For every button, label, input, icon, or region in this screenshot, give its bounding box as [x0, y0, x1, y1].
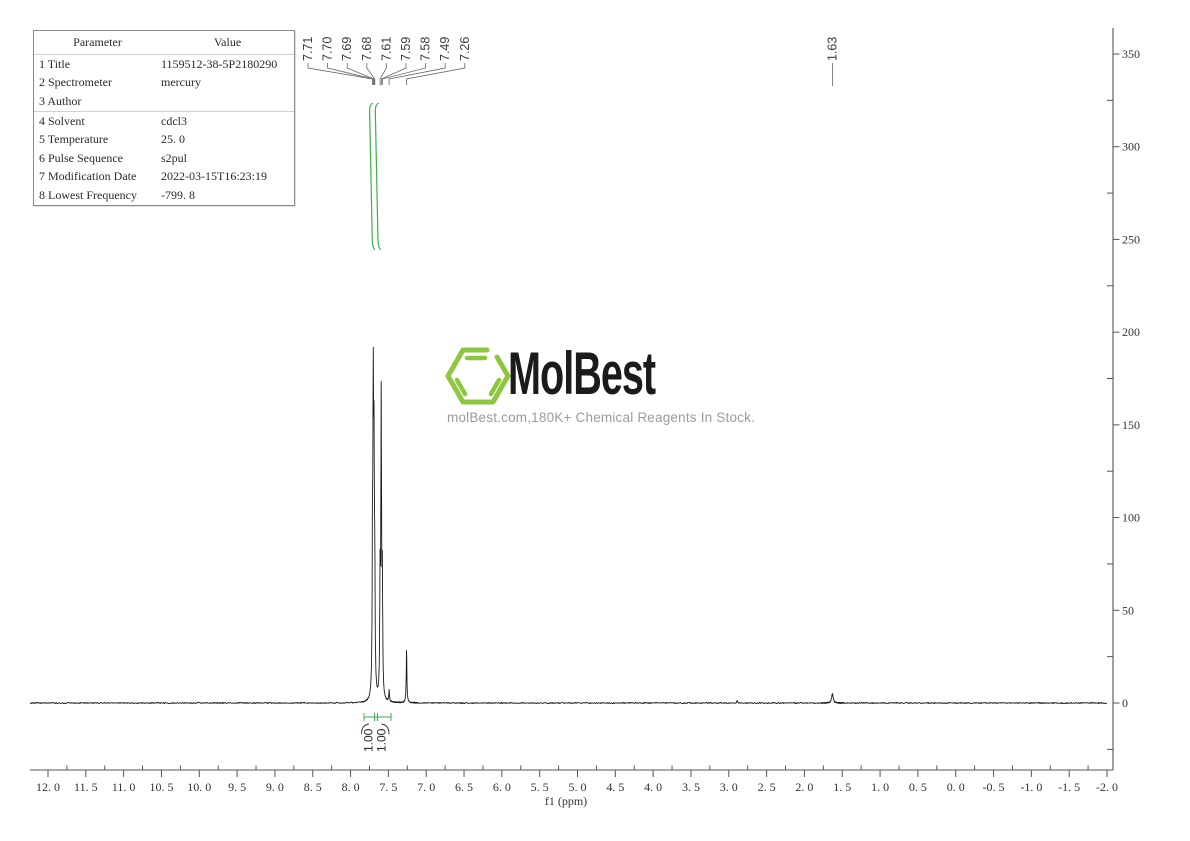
x-tick-label: 3. 0	[720, 780, 738, 794]
parameter-name: 2 Spectrometer	[39, 75, 112, 90]
x-tick-label: 7. 5	[379, 780, 397, 794]
parameter-row: 1 Title 1159512-38-5P2180290	[34, 55, 294, 74]
parameter-name: 3 Author	[39, 93, 82, 108]
peak-label: 1.63	[825, 37, 839, 61]
x-tick-label: 9. 5	[228, 780, 246, 794]
peak-label-connector	[366, 63, 376, 85]
parameter-name: 1 Title	[39, 56, 71, 71]
parameter-row: 5 Temperature 25. 0	[34, 130, 294, 149]
x-tick-label: 6. 0	[493, 780, 511, 794]
value-column-header: Value	[213, 35, 242, 49]
x-tick-label: 4. 5	[606, 780, 624, 794]
integral-value-label: 1.00	[375, 728, 389, 752]
x-tick-label: 8. 5	[304, 780, 322, 794]
x-tick-label: 3. 5	[682, 780, 700, 794]
x-tick-label: 1. 5	[833, 780, 851, 794]
parameter-value: 25. 0	[161, 132, 185, 147]
parameter-row: 3 Author	[34, 92, 294, 111]
x-tick-label: 5. 5	[531, 780, 549, 794]
peak-label: 7.49	[438, 37, 452, 61]
brand-tagline: molBest.com,180K+ Chemical Reagents In S…	[447, 410, 756, 425]
parameter-row: 7 Modification Date 2022-03-15T16:23:19	[34, 168, 294, 187]
parameter-name: 8 Lowest Frequency	[39, 187, 137, 202]
y-tick-label: 200	[1122, 325, 1140, 339]
parameter-name: 5 Temperature	[39, 132, 109, 147]
parameter-value: mercury	[161, 75, 201, 90]
x-tick-label: 4. 0	[644, 780, 662, 794]
parameter-name: 6 Pulse Sequence	[39, 150, 123, 165]
molbest-hexagon-logo-icon	[445, 347, 511, 405]
y-tick-label: 100	[1122, 511, 1140, 525]
parameter-row: 8 Lowest Frequency -799. 8	[34, 186, 294, 205]
parameter-value: 1159512-38-5P2180290	[161, 56, 278, 71]
peak-label-connector	[388, 63, 446, 85]
x-tick-label: 9. 0	[266, 780, 284, 794]
peak-label: 7.58	[419, 37, 433, 61]
peak-label: 7.71	[301, 37, 315, 61]
y-tick-label: 250	[1122, 232, 1140, 246]
integral-value-label: 1.00	[362, 728, 376, 752]
integral-bracket	[381, 723, 390, 735]
x-tick-label: -1. 0	[1020, 780, 1042, 794]
parameter-value: cdcl3	[161, 113, 187, 128]
x-axis-title: f1 (ppm)	[545, 794, 587, 808]
x-tick-label: 11. 0	[112, 780, 136, 794]
y-tick-label: 350	[1122, 47, 1140, 61]
peak-label-connector	[346, 63, 375, 85]
x-tick-label: 10. 5	[149, 780, 173, 794]
spectrum-trace	[29, 346, 1108, 704]
parameter-value: -799. 8	[161, 187, 195, 202]
peak-label-connector	[307, 63, 373, 85]
parameter-table-rows: 1 Title 1159512-38-5P2180290 2 Spectromete…	[34, 55, 294, 205]
x-tick-label: -0. 5	[983, 780, 1005, 794]
x-tick-label: 1. 0	[871, 780, 889, 794]
x-tick-label: 0. 0	[947, 780, 965, 794]
parameter-row: 2 Spectrometer mercury	[34, 74, 294, 93]
x-tick-label: 12. 0	[36, 780, 60, 794]
parameter-table-header: Parameter Value	[34, 31, 294, 55]
peak-label-connector	[379, 63, 387, 85]
peak-label: 7.69	[340, 37, 354, 61]
x-tick-label: 2. 0	[795, 780, 813, 794]
parameter-name: 4 Solvent	[39, 113, 85, 128]
parameter-name: 7 Modification Date	[39, 169, 137, 184]
peak-label: 7.68	[360, 37, 374, 61]
peak-label-connector	[381, 63, 407, 85]
brand-name: MolBest	[508, 340, 656, 407]
peak-label-connector	[381, 63, 426, 85]
peak-label: 7.61	[379, 37, 393, 61]
peak-label: 7.26	[458, 37, 472, 61]
integral-curve	[368, 102, 376, 251]
x-tick-label: 7. 0	[417, 780, 435, 794]
param-column-header: Parameter	[73, 35, 122, 49]
parameter-table: Parameter Value 1 Title 1159512-38-5P2180…	[33, 30, 295, 206]
y-tick-label: 300	[1122, 140, 1140, 154]
integral-curve	[374, 102, 381, 251]
peak-label-connector	[406, 63, 466, 85]
parameter-value: s2pul	[161, 150, 188, 165]
x-tick-label: 8. 0	[342, 780, 360, 794]
x-tick-label: -2. 0	[1096, 780, 1118, 794]
peak-label: 7.59	[399, 37, 413, 61]
x-tick-label: 0. 5	[909, 780, 927, 794]
x-tick-label: 5. 0	[569, 780, 587, 794]
peak-label-connector	[327, 63, 374, 85]
y-tick-label: 0	[1122, 696, 1128, 710]
parameter-row: 6 Pulse Sequence s2pul	[34, 149, 294, 168]
peak-label: 7.70	[321, 37, 335, 61]
x-tick-label: 2. 5	[758, 780, 776, 794]
x-tick-label: 6. 5	[455, 780, 473, 794]
parameter-row: 4 Solvent cdcl3	[34, 110, 294, 131]
y-tick-label: 150	[1122, 418, 1140, 432]
parameter-value: 2022-03-15T16:23:19	[161, 169, 267, 184]
x-tick-label: -1. 5	[1058, 780, 1080, 794]
y-tick-label: 50	[1122, 603, 1134, 617]
x-tick-label: 10. 0	[187, 780, 211, 794]
integral-bracket	[361, 723, 370, 735]
x-tick-label: 11. 5	[74, 780, 98, 794]
